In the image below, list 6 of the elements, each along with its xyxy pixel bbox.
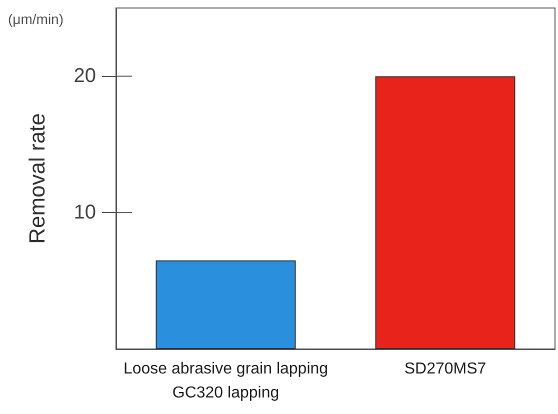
y-tick-label: 10 <box>74 202 96 224</box>
x-tick-label: SD270MS7 <box>404 360 486 378</box>
x-tick-label: Loose abrasive grain lapping GC320 lapping <box>123 360 328 402</box>
text: (μm/min) <box>8 11 64 27</box>
y-axis-title: Removal rate <box>24 113 50 244</box>
y-tick-label: 20 <box>74 65 96 88</box>
